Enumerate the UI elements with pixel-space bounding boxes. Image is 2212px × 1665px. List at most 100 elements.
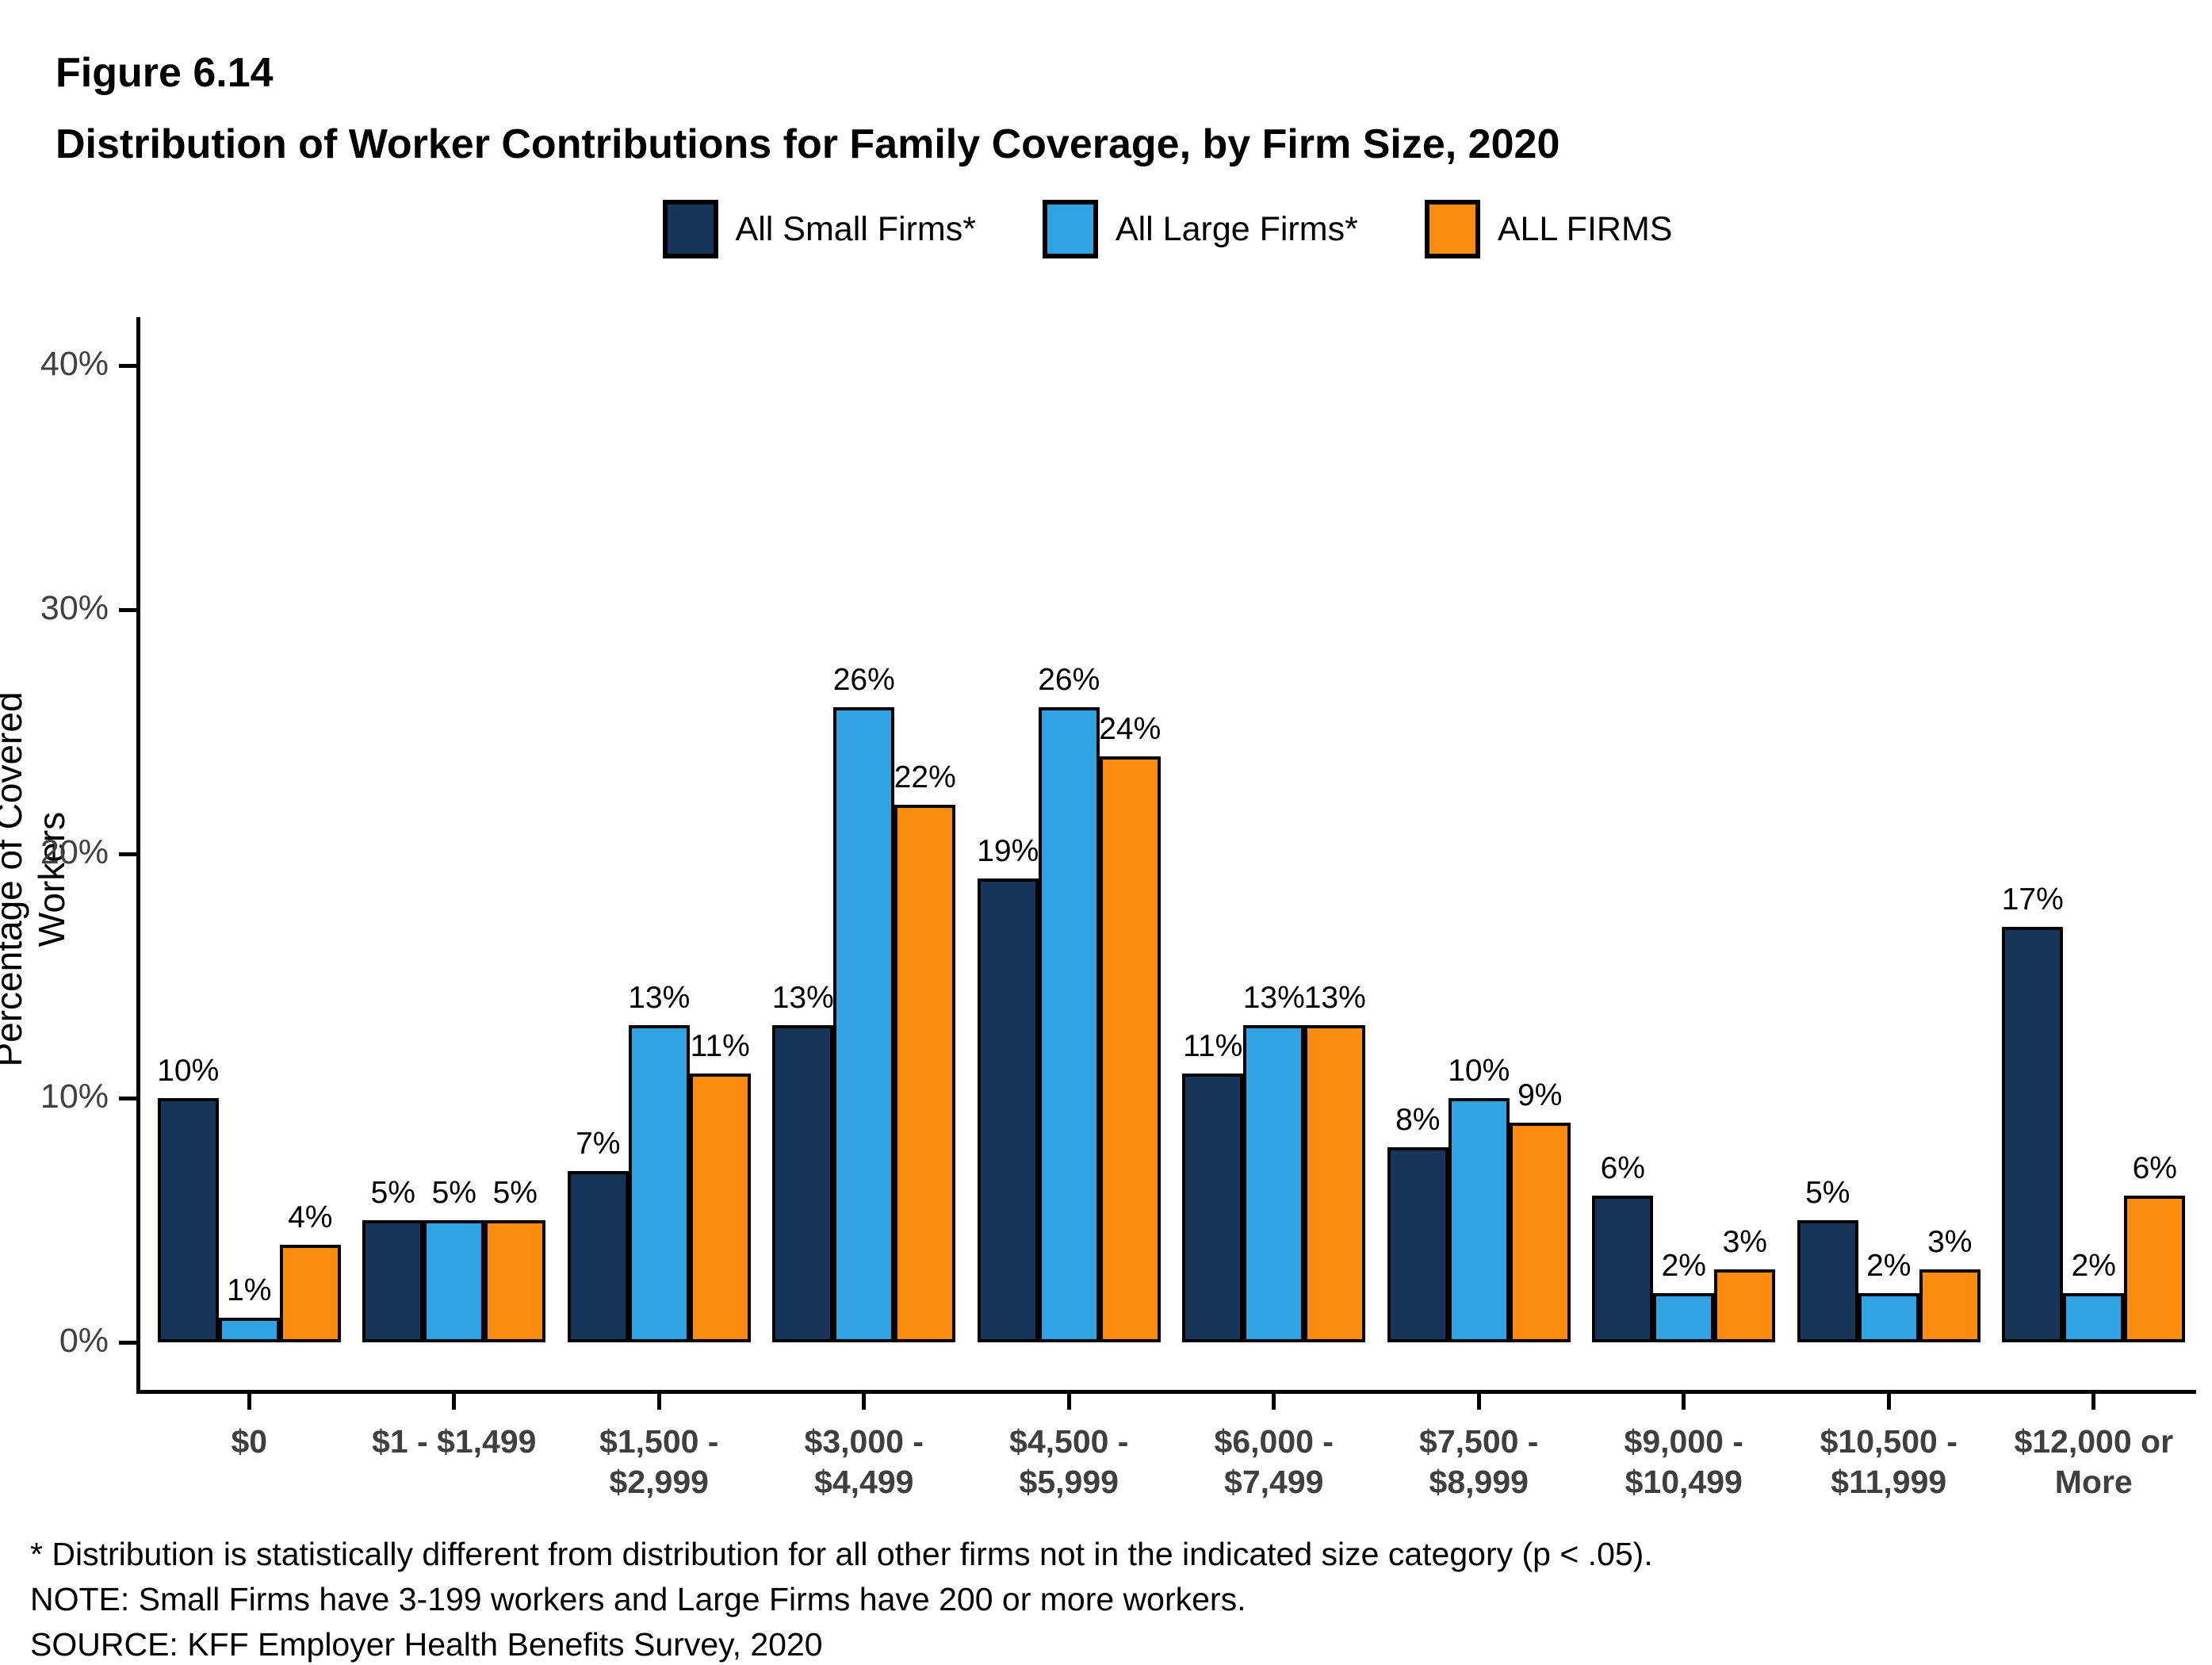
- bar-value-label: 10%: [1448, 1054, 1510, 1088]
- bar-all-large-firms: [1243, 1024, 1305, 1342]
- bar-value-label: 13%: [1242, 980, 1305, 1015]
- bar-all-small-firms: [2002, 927, 2064, 1342]
- y-axis-tick-label: 20%: [40, 833, 109, 871]
- y-axis-tick-label: 30%: [40, 589, 109, 627]
- x-axis-category-label-line: $3,000 -: [804, 1423, 924, 1460]
- bar-all-firms: [1919, 1269, 1980, 1342]
- bar-all-firms: [2124, 1196, 2186, 1342]
- x-axis-category-label: $10,500 - $11,999: [1778, 1422, 2000, 1502]
- bar-value-label: 5%: [492, 1176, 538, 1210]
- x-axis-category-label-line: $7,500 -: [1419, 1423, 1539, 1460]
- x-axis-tick: [1066, 1394, 1071, 1410]
- bar-value-label: 3%: [1927, 1224, 1973, 1259]
- x-axis-category-label-line: $10,500 -: [1820, 1423, 1958, 1460]
- x-axis-category-label: $4,500 - $5,999: [958, 1422, 1180, 1502]
- bar-all-large-firms: [1653, 1293, 1715, 1342]
- bar-all-firms: [1714, 1269, 1776, 1342]
- bar-value-label: 7%: [576, 1127, 621, 1162]
- y-axis-tick: [119, 1097, 136, 1100]
- bar-all-small-firms: [772, 1024, 834, 1342]
- bar-value-label: 2%: [1661, 1249, 1706, 1284]
- x-axis-category-label: $3,000 - $4,499: [753, 1422, 975, 1502]
- bar-value-label: 4%: [288, 1200, 333, 1234]
- bar-value-label: 26%: [1038, 663, 1100, 698]
- legend: All Small Firms* All Large Firms* ALL FIRM…: [139, 200, 2196, 258]
- x-axis-category-label: $0: [138, 1422, 360, 1462]
- bar-all-large-firms: [1038, 707, 1100, 1342]
- x-axis-category-label-line: $0: [231, 1423, 268, 1460]
- x-axis-tick: [1682, 1394, 1686, 1410]
- bar-all-small-firms: [362, 1220, 424, 1342]
- x-axis-tick: [247, 1394, 251, 1410]
- y-axis-tick-label: 0%: [59, 1322, 109, 1360]
- x-axis-category-label-line: $12,000 or: [2014, 1423, 2174, 1460]
- bar-value-label: 22%: [894, 760, 956, 795]
- footnote-note: NOTE: Small Firms have 3-199 workers and…: [30, 1581, 1246, 1617]
- x-axis-category-label-line: $7,499: [1224, 1464, 1324, 1500]
- x-axis-category-label: $1 - $1,499: [343, 1422, 565, 1462]
- bar-all-large-firms: [833, 707, 895, 1342]
- bar-all-small-firms: [157, 1098, 219, 1342]
- legend-swatch-icon: [1424, 200, 1480, 258]
- x-axis-category-label-line: $9,000 -: [1624, 1423, 1743, 1460]
- legend-item: All Large Firms*: [1042, 200, 1358, 258]
- bar-all-large-firms: [423, 1220, 485, 1342]
- figure-title: Distribution of Worker Contributions for…: [55, 121, 1560, 167]
- x-axis-tick: [1272, 1394, 1276, 1410]
- bar-value-label: 2%: [2071, 1249, 2116, 1284]
- x-axis-category-label-line: $6,000 -: [1214, 1423, 1334, 1460]
- x-axis-category-label-line: $10,499: [1625, 1464, 1743, 1500]
- bar-value-label: 6%: [1600, 1151, 1645, 1186]
- bar-all-small-firms: [977, 878, 1039, 1342]
- x-axis-category-label: $9,000 - $10,499: [1573, 1422, 1795, 1502]
- y-axis-title: Percentage of Covered Workers: [0, 691, 72, 1067]
- legend-item: ALL FIRMS: [1424, 200, 1673, 258]
- x-axis-category-label-line: More: [2054, 1464, 2133, 1500]
- bar-value-label: 19%: [977, 833, 1039, 868]
- x-axis-category-label: $6,000 - $7,499: [1163, 1422, 1385, 1502]
- y-axis-tick: [119, 1341, 136, 1345]
- bar-value-label: 13%: [1303, 980, 1366, 1015]
- y-axis-tick-label: 40%: [40, 345, 109, 383]
- bar-all-firms: [894, 805, 956, 1342]
- bar-value-label: 5%: [370, 1176, 415, 1210]
- bar-all-large-firms: [1858, 1293, 1919, 1342]
- x-axis-category-label-line: $11,999: [1831, 1464, 1947, 1500]
- bar-all-small-firms: [567, 1171, 629, 1342]
- y-axis-tick: [119, 364, 136, 368]
- bar-value-label: 6%: [2132, 1151, 2177, 1186]
- x-axis-category-label-line: $8,999: [1429, 1464, 1529, 1500]
- bar-all-small-firms: [1592, 1196, 1654, 1342]
- x-axis-category-label: $12,000 or More: [1983, 1422, 2205, 1502]
- legend-swatch-icon: [662, 200, 718, 258]
- x-axis-line: [136, 1390, 2196, 1394]
- bar-all-large-firms: [628, 1024, 690, 1342]
- bar-all-large-firms: [218, 1318, 280, 1342]
- x-axis-category-label-line: $4,500 -: [1009, 1423, 1129, 1460]
- x-axis-category-label-line: $1,500 -: [599, 1423, 719, 1460]
- bar-value-label: 1%: [227, 1273, 272, 1308]
- legend-label: All Small Firms*: [735, 209, 976, 248]
- legend-label: All Large Firms*: [1115, 209, 1358, 248]
- x-axis-category-label-line: $5,999: [1019, 1464, 1119, 1500]
- x-axis-tick: [862, 1394, 867, 1410]
- bar-all-large-firms: [2063, 1293, 2125, 1342]
- bar-value-label: 10%: [157, 1054, 220, 1088]
- bar-all-firms: [1304, 1024, 1366, 1342]
- bar-value-label: 13%: [628, 980, 691, 1015]
- x-axis-category-label-line: $4,499: [814, 1464, 914, 1500]
- x-axis-tick: [1886, 1394, 1891, 1410]
- bar-value-label: 13%: [771, 980, 834, 1015]
- bar-value-label: 11%: [1183, 1029, 1243, 1064]
- legend-item: All Small Firms*: [662, 200, 976, 258]
- footnote-source: SOURCE: KFF Employer Health Benefits Sur…: [30, 1626, 823, 1663]
- x-axis-category-label: $1,500 - $2,999: [548, 1422, 770, 1502]
- bar-value-label: 9%: [1517, 1077, 1563, 1112]
- x-axis-category-label: $7,500 - $8,999: [1368, 1422, 1590, 1502]
- legend-label: ALL FIRMS: [1497, 209, 1673, 248]
- footnote-significance: * Distribution is statistically differen…: [30, 1536, 1653, 1572]
- bar-value-label: 26%: [832, 663, 895, 698]
- x-axis-tick: [2091, 1394, 2096, 1410]
- bar-all-firms: [689, 1074, 751, 1342]
